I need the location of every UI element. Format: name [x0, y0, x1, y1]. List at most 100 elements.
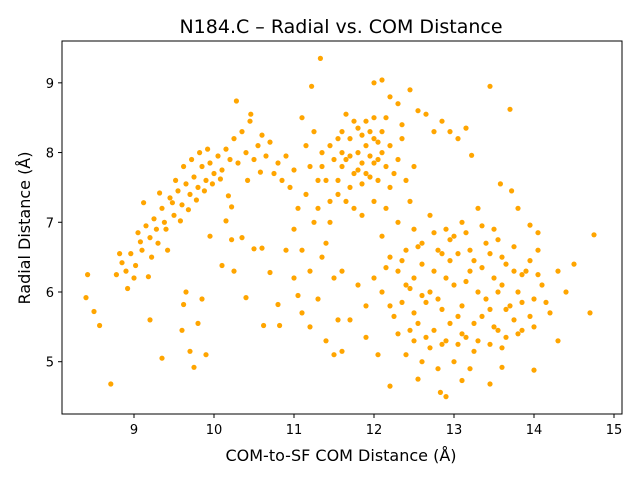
data-point — [135, 230, 141, 236]
data-point — [511, 244, 517, 250]
data-point — [375, 352, 381, 358]
data-point — [591, 232, 597, 238]
data-point — [271, 170, 277, 177]
data-point — [399, 258, 405, 264]
data-point — [359, 132, 365, 138]
data-point — [431, 327, 437, 333]
data-point — [207, 160, 213, 166]
data-point — [419, 292, 425, 299]
data-point — [311, 219, 317, 225]
data-point — [279, 177, 285, 183]
data-point — [139, 247, 145, 253]
data-point — [431, 129, 437, 135]
data-point — [287, 184, 293, 190]
data-point — [435, 366, 441, 372]
data-point — [307, 268, 313, 274]
data-point — [363, 334, 369, 340]
data-point — [343, 198, 349, 204]
data-point — [411, 275, 417, 281]
data-point — [487, 83, 493, 89]
data-point — [419, 359, 425, 365]
data-point — [403, 282, 409, 288]
data-point — [439, 306, 445, 312]
data-point — [387, 254, 393, 260]
data-point — [399, 136, 405, 142]
data-point — [471, 348, 477, 354]
data-point — [359, 160, 365, 166]
data-point — [255, 143, 261, 149]
data-point — [335, 317, 341, 323]
x-axis-ticks: 9 10 11 12 13 14 15 — [130, 414, 622, 438]
data-point — [327, 198, 333, 204]
plot-frame — [61, 40, 623, 415]
data-point — [335, 136, 341, 142]
data-point — [423, 334, 429, 340]
data-point — [459, 303, 465, 309]
data-point — [351, 118, 357, 124]
data-point — [443, 394, 449, 400]
data-point — [171, 212, 177, 218]
data-point — [143, 223, 149, 229]
data-point — [303, 191, 309, 197]
data-point — [275, 301, 281, 308]
data-point — [519, 327, 525, 333]
data-point — [323, 177, 329, 183]
data-point — [495, 327, 501, 333]
data-point — [267, 139, 273, 145]
data-point — [233, 98, 239, 104]
data-point — [179, 202, 185, 208]
data-point — [179, 327, 185, 333]
data-point — [495, 237, 501, 243]
data-point — [527, 258, 533, 264]
x-tick-label: 14 — [526, 423, 543, 438]
data-point — [371, 160, 377, 166]
data-point — [343, 156, 349, 163]
data-point — [207, 233, 213, 239]
data-point — [471, 320, 477, 326]
data-point — [151, 216, 157, 222]
data-point — [113, 272, 119, 278]
data-point — [231, 268, 237, 274]
data-point — [423, 299, 429, 305]
data-point — [447, 129, 453, 135]
data-point — [141, 200, 147, 206]
data-point — [475, 205, 481, 211]
data-point — [187, 191, 193, 197]
data-point — [427, 345, 433, 351]
data-point — [507, 106, 513, 112]
data-point — [295, 205, 301, 211]
data-point — [347, 153, 353, 159]
data-point — [243, 295, 249, 301]
data-point — [283, 247, 289, 253]
y-tick-label: 6 — [46, 286, 54, 301]
y-axis-ticks: 5 6 7 8 9 — [46, 77, 62, 371]
data-point — [463, 278, 469, 285]
data-point — [383, 265, 389, 271]
data-point — [395, 268, 401, 274]
data-point — [467, 268, 473, 274]
data-point — [467, 366, 473, 372]
data-point — [497, 181, 503, 187]
data-point — [367, 174, 373, 180]
data-point — [347, 317, 353, 323]
chart-title: N184.C – Radial vs. COM Distance — [179, 16, 502, 38]
data-point — [427, 289, 433, 295]
data-point — [159, 205, 165, 211]
data-point — [443, 338, 449, 344]
data-point — [379, 150, 385, 156]
data-point — [455, 313, 461, 319]
data-point — [291, 167, 297, 173]
data-point — [311, 129, 317, 135]
data-point — [315, 177, 321, 183]
data-point — [487, 251, 493, 257]
data-point — [319, 150, 325, 156]
data-point — [527, 222, 533, 228]
data-point — [223, 146, 229, 152]
data-point — [531, 367, 537, 373]
data-point — [479, 265, 485, 271]
data-point — [227, 156, 233, 163]
data-point — [439, 118, 445, 124]
data-point — [201, 188, 207, 194]
data-point — [131, 275, 137, 281]
data-point — [219, 262, 225, 269]
